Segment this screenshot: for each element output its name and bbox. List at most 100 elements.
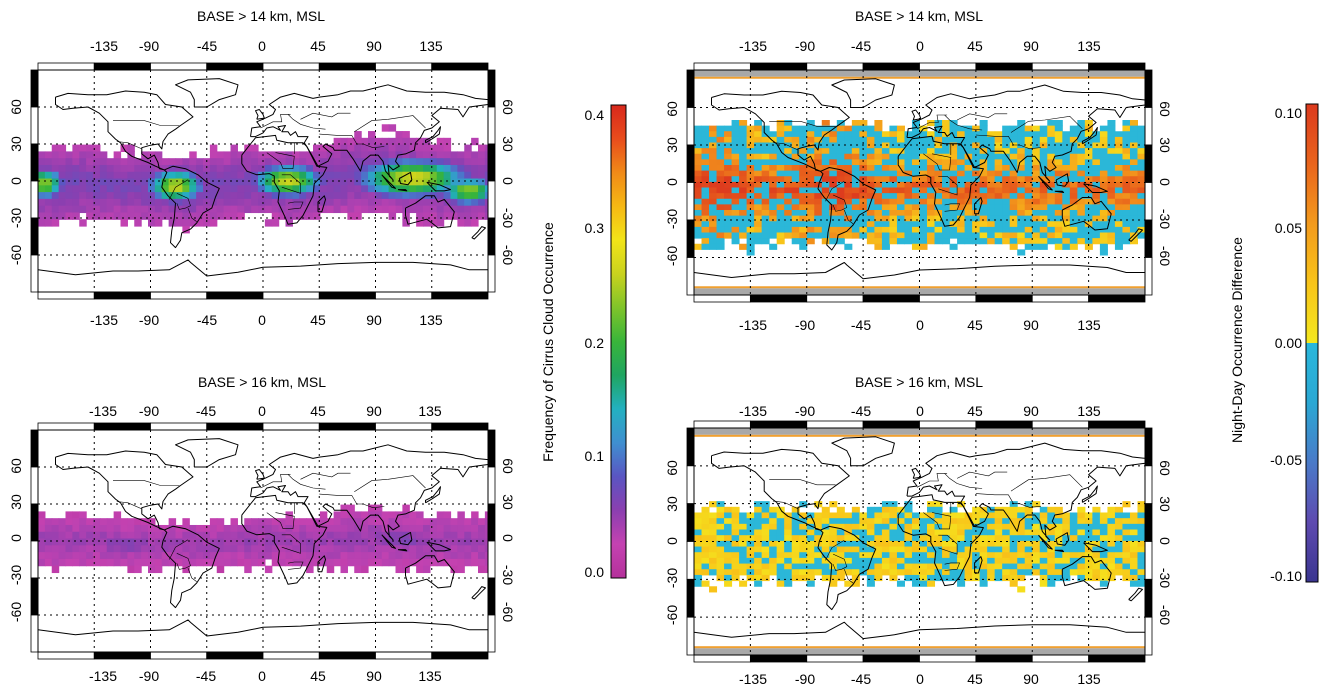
raster-cell bbox=[964, 131, 973, 138]
raster-cell bbox=[994, 512, 1003, 519]
raster-cell bbox=[1114, 221, 1123, 228]
raster-cell bbox=[216, 158, 225, 166]
border-segment bbox=[975, 654, 1033, 663]
raster-cell bbox=[866, 142, 875, 149]
raster-cell bbox=[292, 545, 300, 553]
raster-cell bbox=[271, 178, 280, 186]
raster-cell bbox=[754, 204, 763, 211]
raster-cell bbox=[237, 531, 245, 540]
raster-cell bbox=[58, 205, 67, 214]
raster-cell bbox=[1107, 131, 1116, 138]
raster-cell bbox=[292, 158, 300, 166]
raster-cell bbox=[987, 221, 996, 228]
raster-cell bbox=[889, 238, 898, 245]
raster-cell bbox=[754, 142, 763, 149]
raster-cell bbox=[701, 165, 710, 172]
raster-cell bbox=[381, 124, 390, 132]
raster-cell bbox=[859, 142, 868, 149]
raster-cell bbox=[739, 512, 748, 519]
raster-cell bbox=[86, 171, 94, 180]
raster-cell bbox=[1099, 552, 1108, 559]
raster-cell bbox=[127, 531, 135, 540]
raster-cell bbox=[251, 192, 259, 200]
borders bbox=[113, 112, 426, 222]
raster-cell bbox=[972, 153, 981, 160]
raster-cell bbox=[244, 545, 252, 553]
raster-cell bbox=[761, 569, 770, 576]
raster-cell bbox=[949, 574, 958, 582]
raster-cell bbox=[1069, 215, 1078, 222]
raster-cell bbox=[1107, 574, 1116, 582]
raster-cell bbox=[942, 125, 951, 132]
raster-cell bbox=[347, 511, 355, 519]
border-line bbox=[266, 152, 295, 169]
raster-cell bbox=[1002, 181, 1011, 189]
raster-cell bbox=[709, 181, 718, 189]
raster-cell bbox=[464, 212, 472, 220]
raster-cell bbox=[972, 136, 981, 144]
raster-cell bbox=[829, 153, 838, 160]
coastline bbox=[694, 262, 1145, 280]
border-segment bbox=[919, 62, 977, 71]
raster-cell bbox=[972, 226, 981, 234]
raster-cell bbox=[934, 540, 943, 548]
raster-cell bbox=[285, 198, 293, 207]
raster-cell bbox=[1099, 529, 1108, 536]
raster-cell bbox=[911, 215, 920, 222]
raster-cell bbox=[754, 193, 763, 200]
raster-cell bbox=[769, 243, 778, 250]
border-segment bbox=[686, 427, 695, 467]
raster-cell bbox=[874, 569, 883, 576]
border-line bbox=[944, 562, 961, 571]
raster-cell bbox=[395, 185, 403, 193]
raster-cell bbox=[230, 205, 238, 214]
border-segment bbox=[30, 69, 39, 108]
raster-cell bbox=[964, 170, 973, 177]
raster-cell bbox=[457, 511, 465, 519]
raster-cell bbox=[806, 131, 815, 138]
raster-cell bbox=[264, 178, 273, 186]
borders bbox=[769, 113, 1083, 225]
raster-cell bbox=[844, 557, 853, 565]
raster-cell bbox=[957, 193, 966, 200]
raster-cell bbox=[1077, 574, 1086, 582]
raster-cell bbox=[964, 165, 973, 172]
border-line bbox=[769, 121, 836, 127]
raster-cell bbox=[754, 574, 763, 582]
raster-cell bbox=[1032, 187, 1041, 194]
raster-cell bbox=[904, 176, 913, 183]
raster-cell bbox=[731, 193, 740, 200]
raster-cell bbox=[987, 574, 996, 582]
raster-cell bbox=[731, 535, 740, 542]
raster-cell bbox=[987, 523, 996, 531]
raster-cell bbox=[987, 170, 996, 177]
occurrence-raster bbox=[38, 504, 488, 574]
raster-cell bbox=[799, 529, 808, 536]
raster-cell bbox=[1009, 501, 1018, 508]
raster-cell bbox=[791, 569, 800, 576]
raster-cell bbox=[1009, 557, 1018, 565]
raster-cell bbox=[889, 153, 898, 160]
raster-cell bbox=[776, 221, 785, 228]
raster-cell bbox=[65, 171, 73, 180]
raster-cell bbox=[120, 538, 128, 546]
raster-cell bbox=[416, 192, 424, 200]
raster-cell bbox=[361, 531, 369, 540]
raster-cell bbox=[1107, 221, 1116, 228]
raster-cell bbox=[285, 212, 293, 220]
raster-cell bbox=[799, 243, 808, 250]
raster-cell bbox=[776, 523, 785, 531]
raster-cell bbox=[113, 205, 122, 214]
raster-cell bbox=[709, 552, 718, 559]
raster-cell bbox=[934, 125, 943, 132]
raster-cell bbox=[829, 546, 838, 553]
raster-cell bbox=[994, 204, 1003, 211]
raster-cell bbox=[949, 215, 958, 222]
raster-cell bbox=[896, 238, 905, 245]
raster-cell bbox=[934, 557, 943, 565]
raster-cell bbox=[799, 569, 808, 576]
raster-cell bbox=[423, 171, 431, 180]
raster-cell bbox=[154, 164, 163, 173]
raster-cell bbox=[829, 193, 838, 200]
raster-cell bbox=[1024, 221, 1033, 228]
